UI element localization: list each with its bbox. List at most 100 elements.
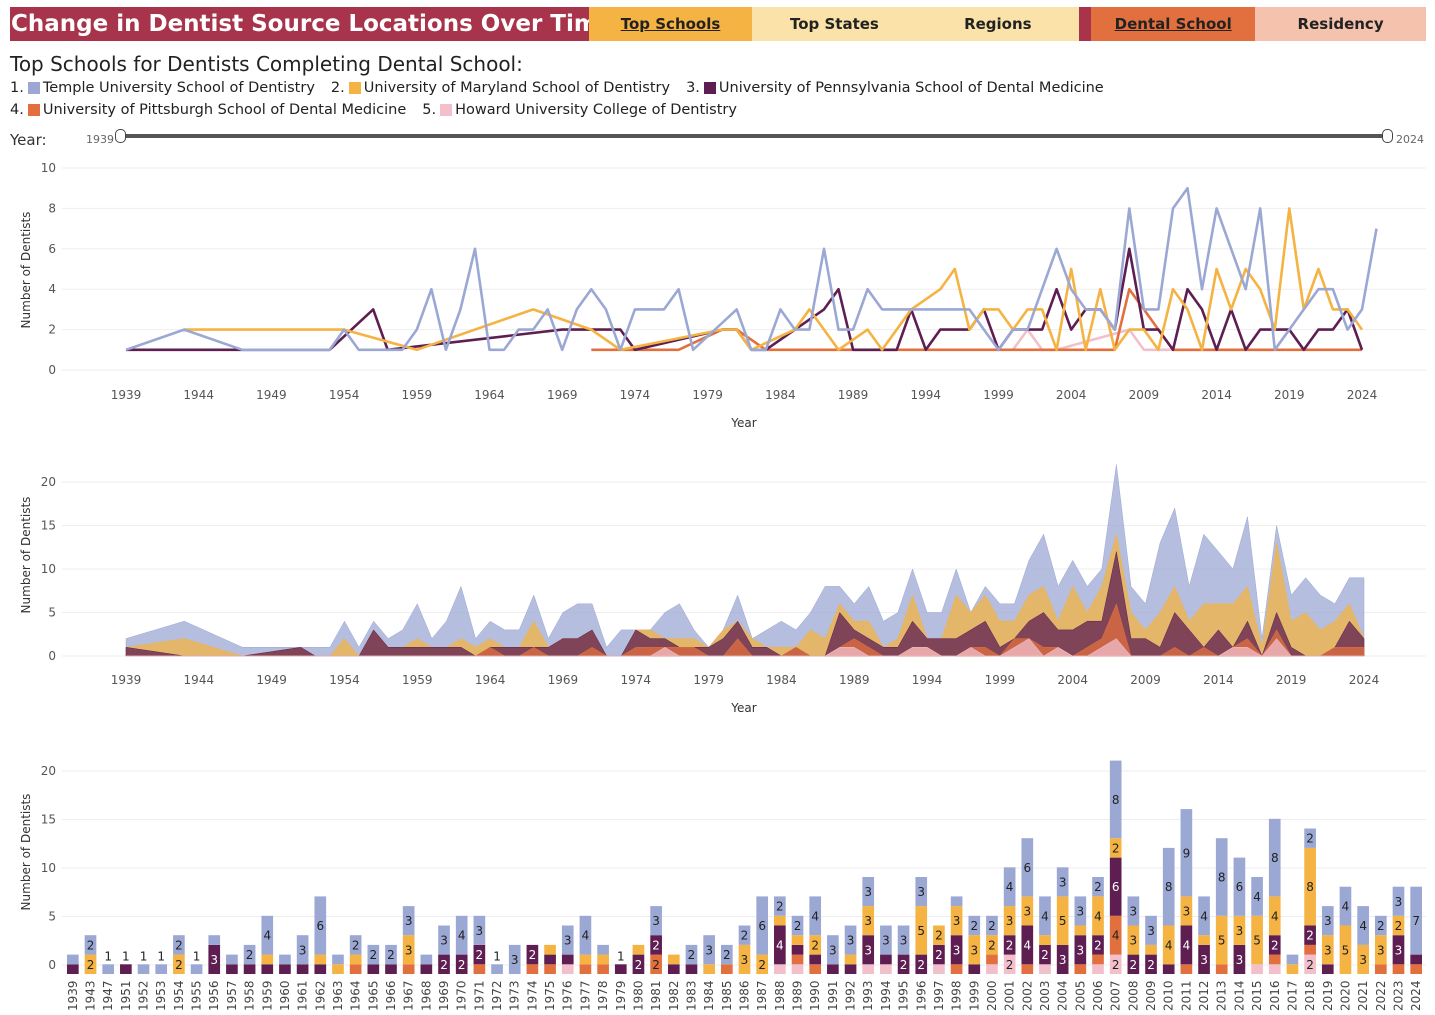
bar-value-label: 3	[564, 934, 572, 948]
bar-value-label: 3	[405, 943, 413, 957]
bar-value-label: 4	[1253, 890, 1261, 904]
bar-segment	[809, 964, 822, 974]
bar-segment	[1003, 954, 1016, 974]
x-tick-label: 2004	[1057, 673, 1088, 687]
legend-swatch-howard	[440, 104, 453, 116]
x-tick-label: 2015	[1250, 980, 1264, 1011]
legend-number: 3.	[686, 80, 700, 96]
y-tick-label: 20	[41, 475, 56, 489]
tab-residency[interactable]: Residency	[1255, 7, 1427, 41]
bar-segment	[986, 954, 998, 965]
bar-segment	[1321, 964, 1334, 974]
tab-dental-school[interactable]: Dental School	[1091, 7, 1256, 41]
bar-value-label: 3	[210, 953, 218, 967]
bar-segment	[84, 954, 97, 974]
bar-segment	[1410, 964, 1422, 974]
x-tick-label: 2003	[1038, 980, 1052, 1011]
bar-segment	[190, 964, 203, 974]
bar-segment	[1021, 896, 1034, 926]
bar-segment	[1233, 857, 1246, 916]
x-tick-label: 2014	[1232, 980, 1246, 1011]
bar-segment	[703, 964, 715, 974]
y-tick-label: 8	[48, 201, 56, 215]
bar-value-label: 3	[741, 953, 749, 967]
bar-value-label: 1	[122, 949, 130, 963]
x-tick-label: 1975	[543, 980, 557, 1011]
x-tick-label: 1983	[684, 980, 698, 1011]
bar-value-label: 4	[1165, 938, 1173, 952]
bar-value-label: 8	[1306, 880, 1314, 894]
bar-segment	[632, 954, 645, 974]
bar-value-label: 4	[1023, 938, 1031, 952]
bar-segment	[349, 954, 362, 965]
y-tick-label: 2	[48, 323, 56, 337]
bar-segment	[774, 896, 786, 916]
bar-value-label: 3	[1023, 904, 1031, 918]
x-tick-label: 2014	[1203, 673, 1234, 687]
bar-segment	[862, 906, 875, 936]
slider-handle-end[interactable]	[1382, 129, 1393, 143]
bar-segment	[367, 964, 380, 974]
tab-top-states[interactable]: Top States	[752, 7, 917, 41]
legend-swatch-temple	[27, 82, 40, 94]
bar-value-label: 4	[1094, 909, 1102, 923]
bar-value-label: 3	[1236, 953, 1244, 967]
bar-segment	[1092, 877, 1104, 897]
year-range-slider[interactable]	[115, 129, 1393, 143]
bar-segment	[1074, 896, 1087, 926]
x-tick-label: 1999	[967, 980, 981, 1011]
page-title: Change in Dentist Source Locations Over …	[10, 7, 589, 41]
bar-segment	[1304, 954, 1316, 974]
bar-value-label: 3	[1059, 953, 1067, 967]
bar-segment	[1392, 935, 1405, 965]
y-tick-label: 5	[48, 606, 56, 620]
bar-segment	[880, 964, 892, 974]
bar-value-label: 3	[970, 943, 978, 957]
x-tick-label: 2021	[1356, 980, 1370, 1011]
tab-top-schools[interactable]: Top Schools	[588, 7, 753, 41]
bar-value-label: 2	[688, 948, 696, 962]
bar-segment	[102, 964, 115, 974]
bar-value-label: 1	[157, 949, 165, 963]
bar-segment	[774, 915, 786, 926]
x-axis-title: Year	[730, 416, 756, 430]
bar-value-label: 2	[1094, 938, 1102, 952]
x-tick-label: 1939	[111, 673, 142, 687]
x-tick-label: 2000	[985, 980, 999, 1011]
bar-value-label: 3	[652, 914, 660, 928]
bar-segment	[1056, 944, 1069, 974]
legend-label-maryland: University of Maryland School of Dentist…	[363, 80, 671, 96]
bar-segment	[1357, 944, 1369, 974]
bar-segment	[173, 935, 185, 955]
x-tick-label: 1961	[296, 980, 310, 1011]
x-tick-label: 2018	[1303, 980, 1317, 1011]
bar-segment	[208, 944, 221, 974]
x-tick-label: 1984	[702, 980, 716, 1011]
x-tick-label: 1999	[983, 388, 1014, 402]
bar-segment	[685, 964, 698, 974]
bar-segment	[756, 896, 769, 955]
x-tick-label: 1974	[620, 673, 651, 687]
x-tick-label: 1989	[791, 980, 805, 1011]
bar-value-label: 2	[1395, 919, 1403, 933]
bar-value-label: 3	[917, 885, 925, 899]
x-tick-label: 1943	[84, 980, 98, 1011]
bar-segment	[809, 935, 822, 955]
bar-value-label: 4	[1359, 919, 1367, 933]
bar-segment	[809, 896, 822, 936]
slider-handle-start[interactable]	[115, 129, 126, 143]
x-tick-label: 1979	[692, 388, 723, 402]
bar-value-label: 3	[705, 943, 713, 957]
tab-regions[interactable]: Regions	[916, 7, 1080, 41]
bar-segment	[1180, 896, 1193, 926]
bar-value-label: 2	[1041, 948, 1049, 962]
bar-value-label: 3	[864, 943, 872, 957]
x-tick-label: 1973	[508, 980, 522, 1011]
y-tick-label: 6	[48, 242, 56, 256]
bar-segment	[579, 954, 592, 965]
bar-segment	[1268, 964, 1281, 974]
bar-value-label: 3	[1059, 875, 1067, 889]
bar-value-label: 1	[140, 949, 148, 963]
bar-value-label: 2	[988, 919, 996, 933]
